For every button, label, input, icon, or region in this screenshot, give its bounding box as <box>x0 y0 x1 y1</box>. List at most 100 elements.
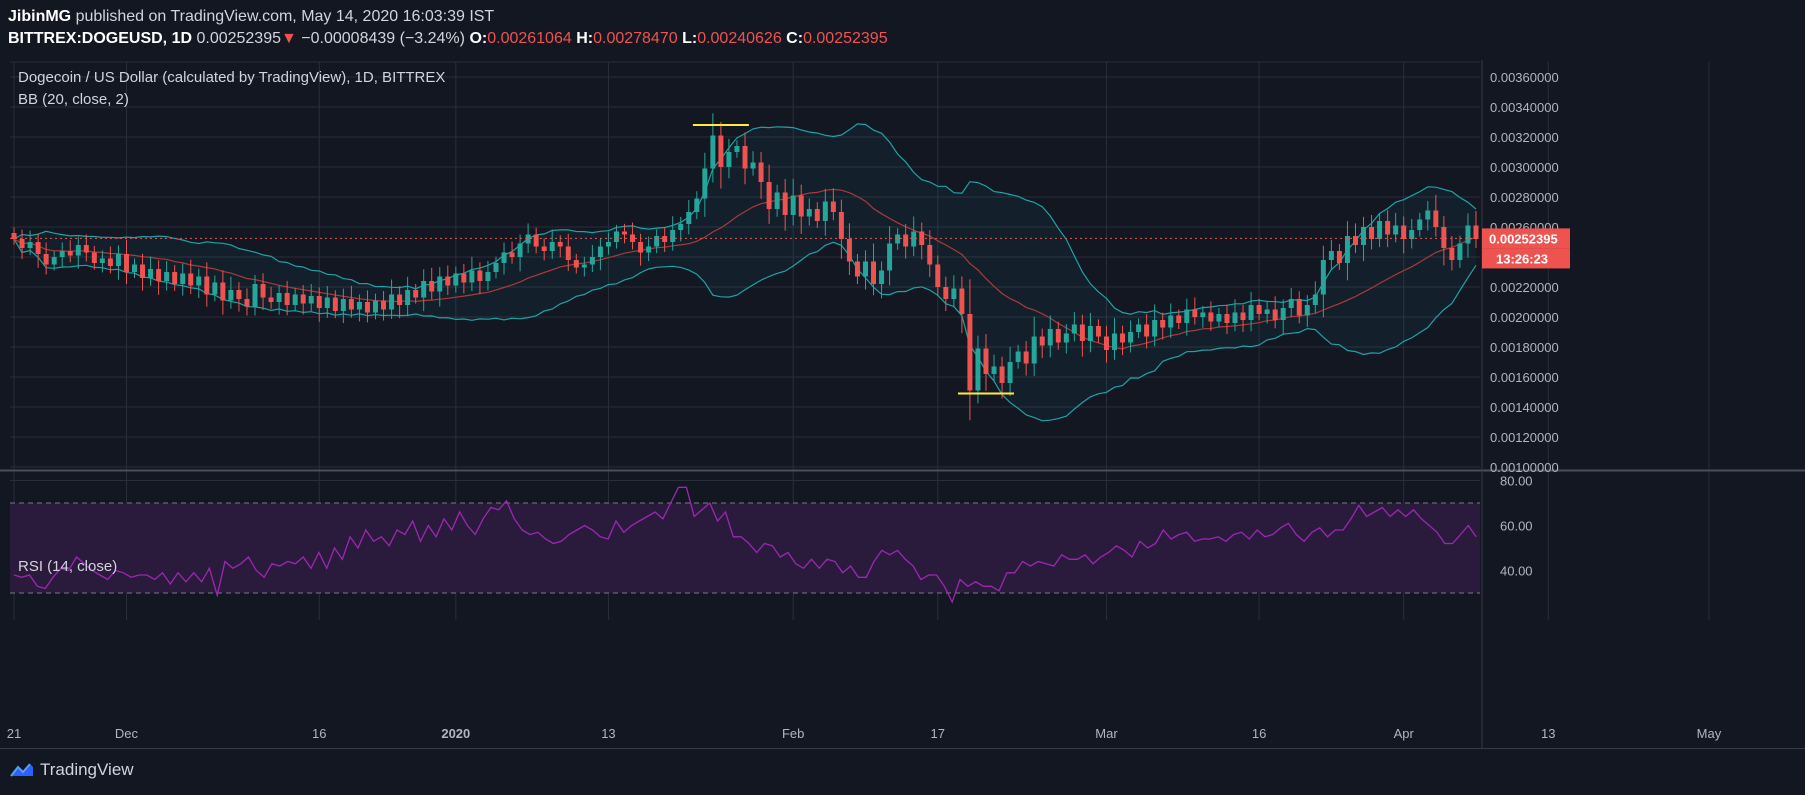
candle <box>1409 218 1415 249</box>
candle <box>1168 303 1174 338</box>
rsi-series <box>13 486 1477 604</box>
candle-body <box>1120 333 1126 343</box>
candle <box>1264 301 1270 324</box>
candle-body <box>911 231 917 247</box>
candle-body <box>983 348 989 374</box>
footer-brand[interactable]: TradingView <box>10 760 134 780</box>
candle <box>1039 328 1045 359</box>
candle <box>501 242 507 275</box>
candle-body <box>91 252 97 263</box>
candle-body <box>59 251 65 257</box>
candle <box>726 138 732 179</box>
candle <box>1457 235 1463 268</box>
candle <box>83 234 89 262</box>
candle <box>597 238 603 271</box>
candle-body <box>557 242 563 247</box>
candle <box>999 356 1005 399</box>
candle-body <box>220 282 226 301</box>
candle <box>220 270 226 315</box>
candle <box>67 240 73 263</box>
ohlc-line: BITTREX:DOGEUSD, 1D 0.00252395▼ −0.00008… <box>8 28 888 50</box>
candle-body <box>19 239 25 248</box>
candle-body <box>204 276 210 295</box>
chart-header: JibinMG published on TradingView.com, Ma… <box>8 6 888 50</box>
candle-body <box>871 261 877 284</box>
candle-body <box>405 290 411 305</box>
candle-body <box>589 257 595 265</box>
candle <box>244 288 250 316</box>
candle-body <box>1457 243 1463 260</box>
candle <box>300 285 306 315</box>
candle-body <box>83 245 89 253</box>
candle <box>397 286 403 319</box>
candle-body <box>437 276 443 292</box>
candle-body <box>1336 251 1342 263</box>
candle <box>967 279 973 421</box>
candle <box>742 132 748 185</box>
candle <box>1320 245 1326 318</box>
candle-body <box>228 290 234 301</box>
candle-body <box>646 246 652 253</box>
candle <box>782 179 788 231</box>
candle <box>718 122 724 189</box>
countdown-tag <box>1482 248 1570 269</box>
price-tick-label: 0.00280000 <box>1490 190 1559 205</box>
candle-body <box>373 300 378 313</box>
candle-body <box>27 242 33 248</box>
price-tick-label: 0.00160000 <box>1490 370 1559 385</box>
symbol-label[interactable]: BITTREX:DOGEUSD, 1D <box>8 30 193 47</box>
candle-body <box>1393 225 1399 235</box>
candle-body <box>726 152 732 167</box>
candle-body <box>397 294 403 305</box>
candle <box>405 276 411 317</box>
candle <box>581 256 587 277</box>
candle-body <box>822 201 828 221</box>
candle <box>686 199 692 235</box>
candle-body <box>846 239 852 262</box>
candle <box>1023 341 1029 376</box>
candle <box>107 246 113 274</box>
price-tick-label: 0.00120000 <box>1490 430 1559 445</box>
candle <box>1144 314 1150 349</box>
candle <box>734 140 740 158</box>
candle-body <box>1441 227 1447 248</box>
candle-body <box>453 273 459 286</box>
candle-body <box>244 299 250 307</box>
candle <box>1256 298 1262 321</box>
candle-body <box>140 264 146 278</box>
price-tick-label: 0.00220000 <box>1490 280 1559 295</box>
candle-body <box>1103 336 1109 350</box>
candle <box>469 256 475 292</box>
candle-body <box>605 242 611 247</box>
candle <box>662 227 668 252</box>
candle <box>903 224 909 259</box>
time-tick-label: Mar <box>1095 726 1118 741</box>
last-price-tag <box>1482 228 1570 249</box>
candle <box>911 216 917 256</box>
candle <box>1433 194 1439 237</box>
candle <box>838 199 844 259</box>
candle <box>1208 301 1214 331</box>
publisher-name[interactable]: JibinMG <box>8 8 72 25</box>
candle <box>830 188 836 221</box>
candle <box>517 234 523 272</box>
candle-body <box>525 234 531 244</box>
candle-body <box>1409 230 1415 239</box>
candle-body <box>276 293 282 302</box>
candle <box>1336 244 1342 270</box>
candle-body <box>252 284 258 307</box>
candle-body <box>1232 312 1238 323</box>
candle-body <box>549 242 555 251</box>
candle-body <box>686 212 692 224</box>
candle-body <box>1417 219 1423 230</box>
candle <box>373 293 378 320</box>
candle <box>19 229 25 260</box>
candle-body <box>670 230 676 242</box>
candle <box>493 256 499 279</box>
candle-body <box>887 243 893 271</box>
candle <box>790 178 796 226</box>
candle <box>1063 324 1069 354</box>
candle-body <box>1063 333 1069 343</box>
candle-body <box>1361 227 1367 245</box>
